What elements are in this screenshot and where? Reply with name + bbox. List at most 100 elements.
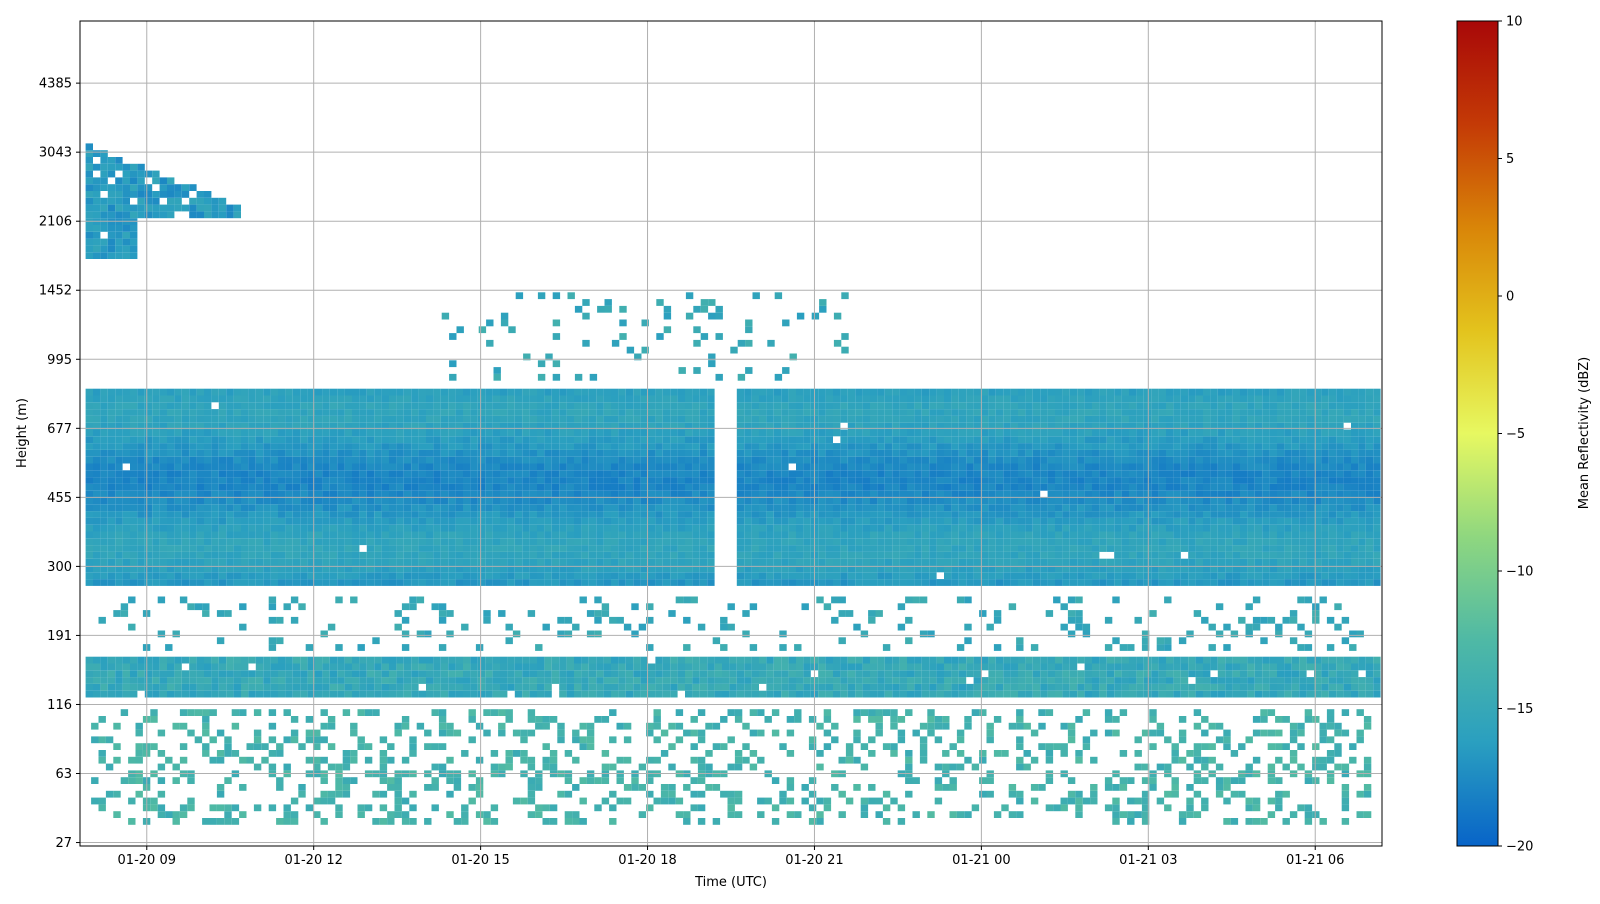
heatmap-cell: [411, 551, 419, 559]
heatmap-cell: [1025, 565, 1033, 573]
heatmap-cell: [1328, 565, 1337, 573]
heatmap-cell: [159, 572, 167, 580]
heatmap-cell: [159, 436, 167, 444]
heatmap-cell: [870, 490, 878, 498]
heatmap-cell: [796, 449, 804, 457]
heatmap-cell: [1018, 429, 1026, 437]
heatmap-cell: [662, 483, 671, 491]
heatmap-cell: [855, 395, 863, 403]
heatmap-cell: [1106, 579, 1115, 586]
heatmap-cell: [1077, 579, 1085, 586]
heatmap-cell: [359, 436, 367, 444]
heatmap-cell: [914, 409, 922, 416]
heatmap-cell: [981, 579, 989, 586]
heatmap-cell: [344, 490, 352, 498]
heatmap-cell: [1003, 388, 1011, 396]
heatmap-cell: [1232, 443, 1240, 450]
heatmap-cell: [307, 395, 315, 403]
heatmap-cell: [773, 483, 782, 491]
heatmap-cell: [692, 456, 700, 464]
heatmap-cell: [1203, 490, 1211, 498]
heatmap-cell: [522, 524, 530, 532]
heatmap-cell: [936, 504, 944, 512]
heatmap-cell: [359, 483, 367, 491]
heatmap-cell: [759, 429, 767, 437]
heatmap-cell: [551, 415, 560, 423]
heatmap-cell: [929, 395, 937, 403]
heatmap-cell: [440, 388, 449, 396]
heatmap-cell: [995, 422, 1004, 430]
heatmap-cell: [1055, 463, 1063, 471]
heatmap-cell: [381, 402, 389, 410]
heatmap-cell: [366, 409, 375, 416]
heatmap-cell: [144, 545, 153, 552]
heatmap-cell: [1284, 436, 1292, 444]
heatmap-cell: [107, 184, 116, 191]
heatmap-cell: [167, 470, 175, 478]
heatmap-cell: [181, 409, 190, 416]
heatmap-cell: [292, 558, 301, 566]
heatmap-cell: [981, 422, 989, 430]
heatmap-cell: [596, 572, 604, 580]
heatmap-cell: [507, 436, 515, 444]
heatmap-cell: [759, 395, 767, 403]
heatmap-cell: [1055, 531, 1063, 539]
heatmap-cell: [137, 504, 145, 512]
heatmap-cell: [1129, 511, 1137, 518]
heatmap-cell: [122, 170, 130, 178]
heatmap-cell: [374, 429, 382, 437]
heatmap-cell: [544, 456, 552, 464]
heatmap-cell: [470, 483, 478, 491]
heatmap-cell: [862, 436, 870, 444]
heatmap-cell: [855, 504, 863, 512]
heatmap-cell: [85, 211, 93, 219]
heatmap-cell: [662, 456, 671, 464]
heatmap-cell: [507, 429, 515, 437]
heatmap-cell: [1032, 477, 1041, 484]
heatmap-cell: [1114, 463, 1122, 471]
heatmap-cell: [241, 483, 249, 491]
heatmap-cell: [677, 538, 685, 546]
heatmap-cell: [307, 511, 315, 518]
heatmap-cell: [403, 463, 412, 471]
heatmap-cell: [1291, 463, 1300, 471]
heatmap-cell: [1247, 470, 1255, 478]
heatmap-cell: [847, 545, 856, 552]
heatmap-cell: [699, 483, 708, 491]
heatmap-cell: [403, 402, 412, 410]
heatmap-cell: [759, 545, 767, 552]
heatmap-cell: [196, 402, 204, 410]
heatmap-cell: [566, 497, 574, 505]
heatmap-cell: [403, 551, 412, 559]
heatmap-cell: [611, 388, 619, 396]
heatmap-cell: [1321, 388, 1329, 396]
heatmap-cell: [744, 415, 752, 423]
heatmap-cell: [389, 443, 397, 450]
heatmap-cell: [788, 551, 796, 559]
heatmap-cell: [352, 470, 360, 478]
heatmap-cell: [1314, 456, 1322, 464]
heatmap-cell: [278, 402, 286, 410]
heatmap-cell: [707, 422, 715, 430]
heatmap-cell: [455, 422, 463, 430]
heatmap-cell: [1084, 402, 1092, 410]
heatmap-cell: [862, 517, 870, 525]
heatmap-cell: [1299, 511, 1307, 518]
heatmap-cell: [1188, 504, 1196, 512]
heatmap-cell: [93, 456, 101, 464]
heatmap-cell: [248, 429, 256, 437]
heatmap-cell: [514, 511, 523, 518]
heatmap-cell: [840, 558, 848, 566]
heatmap-cell: [633, 395, 641, 403]
heatmap-cell: [1217, 443, 1226, 450]
heatmap-cell: [981, 511, 989, 518]
heatmap-cell: [137, 395, 145, 403]
heatmap-cell: [492, 429, 500, 437]
heatmap-cell: [1299, 572, 1307, 580]
heatmap-cell: [862, 429, 870, 437]
heatmap-cell: [966, 565, 974, 573]
heatmap-cell: [892, 483, 900, 491]
heatmap-cell: [1166, 497, 1174, 505]
heatmap-cell: [1247, 558, 1255, 566]
heatmap-cell: [736, 477, 745, 484]
